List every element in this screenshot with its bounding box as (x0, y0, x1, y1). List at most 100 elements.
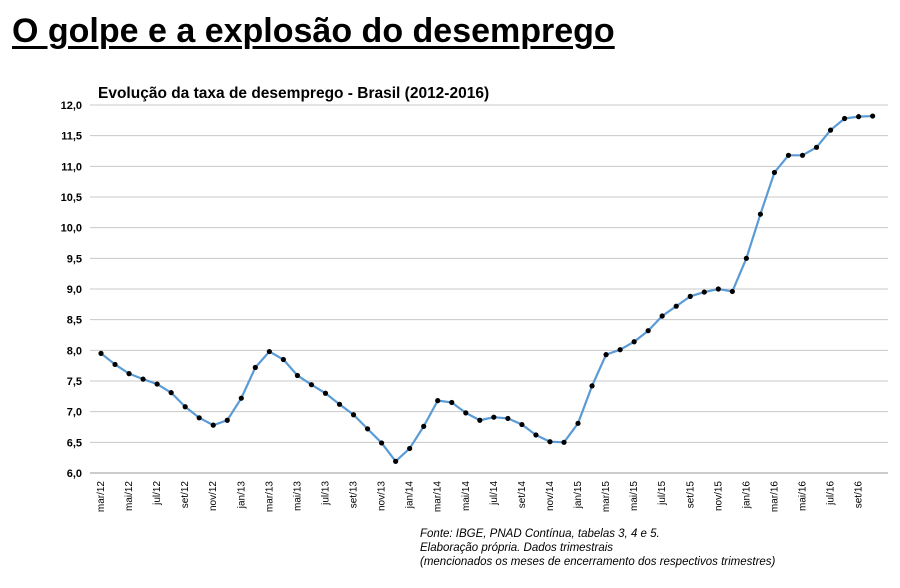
x-tick-label: set/12 (180, 481, 191, 509)
y-tick-label: 12,0 (61, 100, 82, 112)
data-point (785, 152, 792, 158)
y-tick-label: 11,0 (61, 161, 82, 173)
x-tick-label: jan/15 (573, 481, 584, 510)
y-tick-label: 7,5 (67, 376, 82, 388)
data-point (799, 152, 806, 158)
x-tick-label: nov/14 (545, 481, 556, 511)
x-axis-ticks: mar/12 mai/12 jul/12 set/12 nov/12 jan/13 mar/… (96, 481, 865, 513)
data-point (421, 423, 427, 429)
data-point (533, 432, 539, 438)
data-point (224, 417, 230, 423)
x-tick-label: mai/15 (629, 481, 640, 511)
chart-title: Evolução da taxa de desemprego - Brasil … (98, 85, 489, 102)
y-tick-label: 8,0 (67, 345, 82, 357)
data-point (449, 399, 455, 406)
data-point (477, 417, 483, 423)
y-tick-label: 6,0 (67, 468, 82, 480)
x-tick-label: nov/13 (377, 481, 388, 511)
data-point (645, 328, 651, 334)
x-tick-label: set/15 (685, 481, 696, 509)
data-point (491, 414, 497, 420)
x-tick-label: mar/16 (769, 481, 780, 513)
data-point (379, 440, 385, 446)
x-tick-label: mai/13 (292, 481, 303, 511)
data-point (856, 114, 862, 120)
data-point (393, 458, 399, 464)
x-tick-label: mar/12 (96, 481, 107, 513)
x-tick-label: jul/14 (489, 481, 500, 506)
data-point (813, 144, 820, 150)
x-tick-label: nov/12 (208, 481, 219, 511)
data-point (266, 348, 272, 355)
y-tick-label: 10,5 (61, 192, 82, 204)
x-tick-label: jul/15 (657, 481, 668, 506)
y-tick-label: 9,5 (67, 253, 82, 265)
y-tick-label: 11,5 (61, 131, 82, 143)
data-point (757, 211, 764, 217)
source-line-2: Elaboração própria. Dados trimestrais (420, 542, 614, 554)
grid-lines (90, 104, 888, 474)
x-tick-label: set/16 (854, 481, 865, 509)
data-point (252, 364, 258, 371)
source-line-1: Fonte: IBGE, PNAD Contínua, tabelas 3, 4… (420, 528, 660, 540)
data-point (168, 390, 174, 396)
data-point (154, 381, 160, 387)
data-point (743, 255, 749, 261)
x-tick-label: mai/12 (124, 481, 135, 511)
data-point (336, 401, 343, 407)
data-point (687, 293, 693, 299)
y-tick-label: 8,5 (67, 315, 82, 327)
x-tick-label: jan/13 (236, 481, 247, 510)
data-point (673, 303, 679, 309)
x-tick-label: jul/12 (152, 481, 163, 506)
x-tick-label: jan/16 (741, 481, 752, 510)
x-tick-label: jul/13 (320, 481, 331, 506)
data-point (308, 382, 315, 388)
data-point (547, 439, 553, 445)
y-tick-label: 9,0 (67, 284, 82, 296)
data-point (603, 352, 609, 358)
y-tick-label: 7,0 (67, 407, 82, 419)
x-tick-label: jul/16 (826, 481, 837, 506)
source-note: Fonte: IBGE, PNAD Contínua, tabelas 3, 4… (420, 527, 775, 569)
data-point (294, 372, 301, 379)
data-point (870, 113, 876, 119)
page-headline: O golpe e a explosão do desemprego (12, 12, 615, 50)
data-point (771, 169, 778, 176)
y-axis-ticks: 6,0 6,5 7,0 7,5 8,0 8,5 9,0 9,5 10,0 10,5 11,0 11,5… (61, 100, 82, 480)
x-tick-label: mai/16 (798, 481, 809, 511)
data-point (280, 356, 286, 363)
x-tick-label: mar/14 (433, 481, 444, 513)
data-point (407, 445, 413, 452)
data-point (238, 395, 244, 401)
x-tick-label: mai/14 (461, 481, 472, 511)
data-point (435, 398, 441, 404)
data-point (729, 288, 735, 295)
data-point (463, 410, 469, 416)
data-point (631, 339, 637, 345)
x-tick-label: mar/13 (264, 481, 275, 513)
data-point (98, 350, 104, 356)
data-point (182, 404, 188, 410)
data-point (210, 422, 216, 428)
data-point (322, 390, 329, 396)
data-point (659, 313, 665, 319)
data-point (561, 439, 567, 445)
data-point (364, 426, 371, 432)
data-point (505, 415, 511, 422)
data-point (701, 289, 707, 295)
data-point (350, 412, 357, 418)
data-point (519, 421, 525, 428)
x-tick-label: nov/15 (713, 481, 724, 511)
data-point (589, 383, 595, 389)
x-tick-label: set/14 (517, 481, 528, 509)
data-point (575, 420, 581, 426)
data-point (827, 127, 834, 133)
data-points (98, 113, 876, 464)
x-tick-label: mar/15 (601, 481, 612, 513)
series-line (100, 114, 873, 463)
y-tick-label: 6,5 (67, 437, 82, 449)
data-point (196, 415, 202, 421)
x-tick-label: jan/14 (405, 481, 416, 510)
